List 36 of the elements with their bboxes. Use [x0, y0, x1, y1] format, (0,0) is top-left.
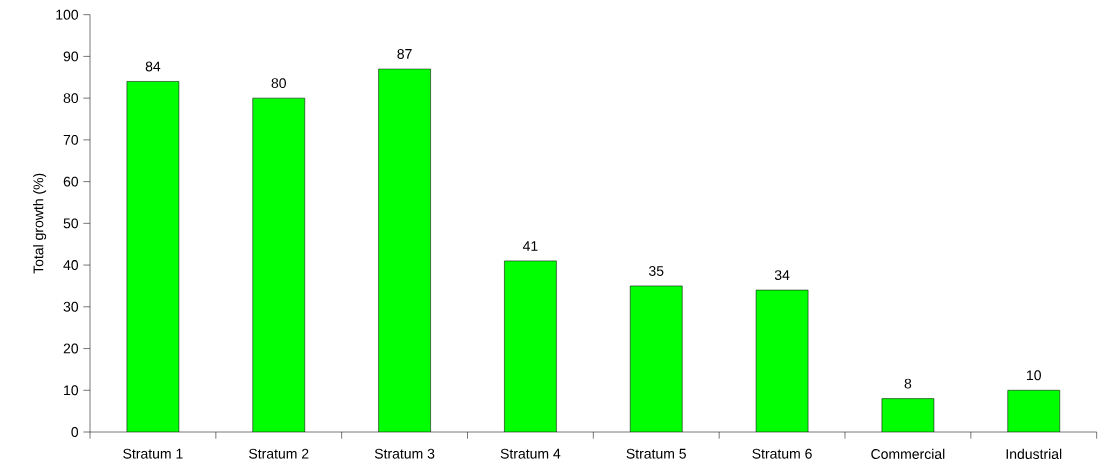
y-tick-label: 0: [71, 427, 79, 437]
data-label: 34: [774, 270, 790, 281]
y-tick-label: 90: [63, 51, 79, 62]
y-tick-label: 50: [63, 218, 79, 229]
x-tick-label: Industrial: [1006, 448, 1062, 459]
x-tick-label: Stratum 3: [374, 448, 435, 459]
x-tick-label: Stratum 1: [123, 448, 183, 459]
data-label: 84: [145, 61, 161, 72]
y-tick-label: 10: [64, 385, 79, 396]
bar: [252, 98, 305, 432]
x-tick-label: Commercial: [871, 448, 945, 459]
y-tick-label: 100: [56, 9, 79, 20]
y-tick-label: 60: [63, 176, 79, 187]
data-label: 10: [1027, 370, 1041, 381]
y-tick-label: 40: [63, 260, 79, 271]
x-tick-label: Stratum 2: [249, 448, 309, 459]
data-label: 8: [904, 378, 912, 389]
bar: [630, 285, 683, 432]
bar: [881, 398, 934, 432]
y-tick-label: 70: [63, 134, 79, 145]
bar: [756, 290, 809, 432]
y-tick-label: 80: [63, 93, 79, 104]
y-axis-title: Total growth (%): [33, 173, 47, 274]
bar: [126, 81, 179, 432]
x-tick-label: Stratum 4: [500, 448, 561, 459]
x-tick-label: Stratum 6: [752, 448, 812, 459]
data-label: 35: [648, 265, 664, 276]
y-tick-label: 30: [63, 301, 79, 312]
data-label: 87: [397, 48, 412, 59]
data-label: 41: [522, 241, 538, 251]
bar: [378, 68, 431, 432]
data-label: 80: [271, 78, 286, 89]
x-tick-label: Stratum 5: [626, 448, 686, 459]
y-tick-label: 20: [63, 343, 79, 354]
bar: [504, 260, 557, 432]
bar: [1007, 390, 1061, 432]
